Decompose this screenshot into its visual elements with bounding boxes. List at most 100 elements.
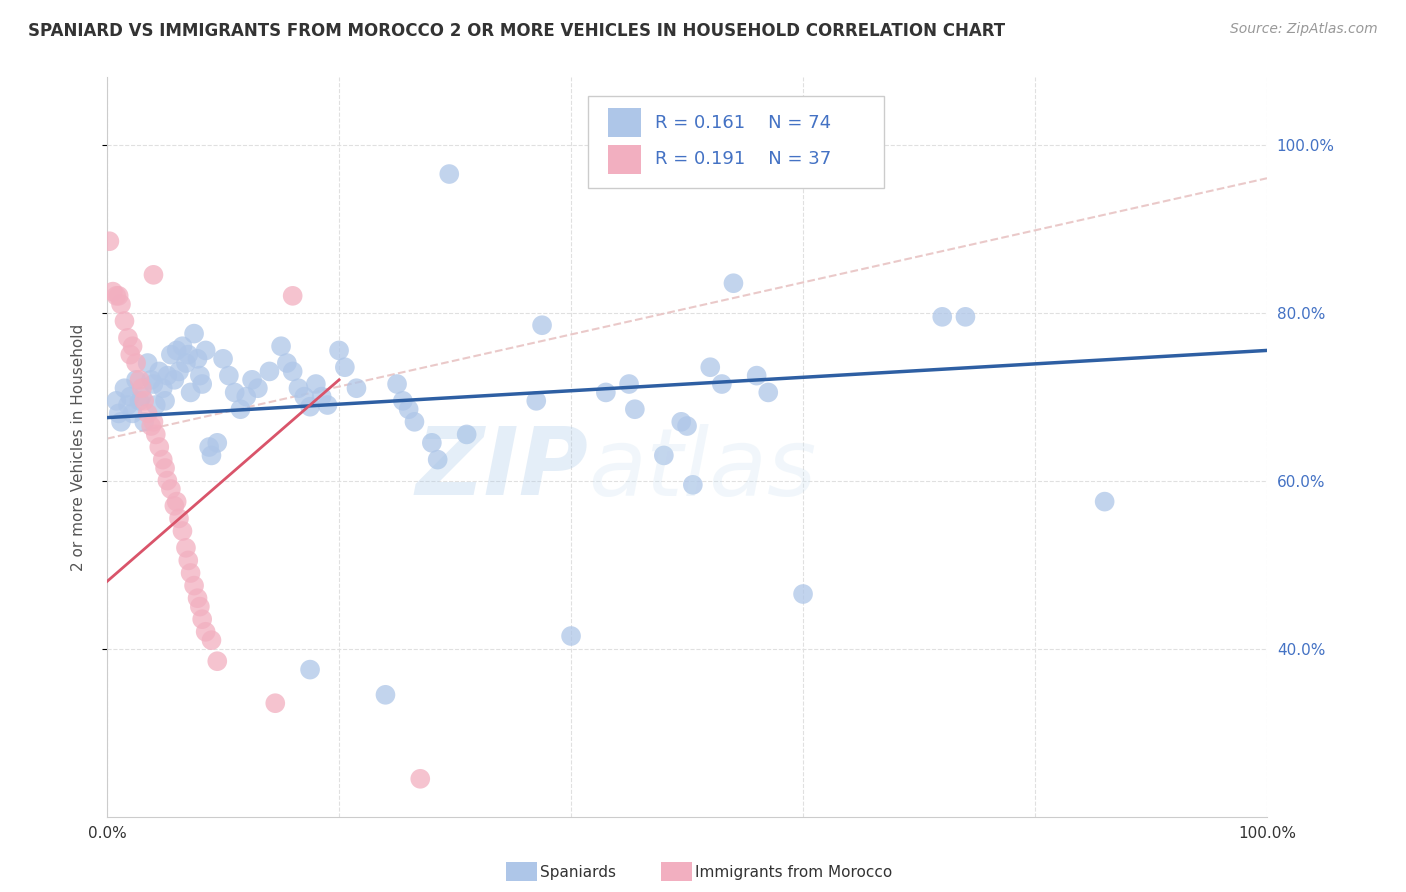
Point <box>180 566 202 580</box>
Point <box>101 285 124 299</box>
Point <box>148 440 170 454</box>
Point <box>200 449 222 463</box>
Point <box>120 390 142 404</box>
Point <box>114 314 136 328</box>
Point <box>374 688 396 702</box>
Point <box>136 356 159 370</box>
Point <box>134 415 156 429</box>
Point <box>560 629 582 643</box>
Point <box>117 331 139 345</box>
Point <box>145 427 167 442</box>
Point <box>142 415 165 429</box>
Point <box>110 297 132 311</box>
Point <box>595 385 617 400</box>
Point <box>259 364 281 378</box>
Point <box>174 541 197 555</box>
Point <box>292 390 315 404</box>
Point <box>420 435 443 450</box>
Point <box>121 406 143 420</box>
Point <box>187 591 209 606</box>
Point <box>156 474 179 488</box>
Text: Immigrants from Morocco: Immigrants from Morocco <box>695 865 891 880</box>
Point <box>207 654 229 668</box>
Point <box>191 377 214 392</box>
Point <box>931 310 953 324</box>
Point <box>121 339 143 353</box>
Point <box>218 368 240 383</box>
Point <box>145 398 167 412</box>
Point <box>710 377 733 392</box>
Point <box>166 494 188 508</box>
Point <box>131 390 153 404</box>
Point <box>142 377 165 392</box>
Point <box>333 360 356 375</box>
Point <box>117 398 139 412</box>
Bar <box>609 145 641 174</box>
Point <box>194 624 217 639</box>
Text: Spaniards: Spaniards <box>540 865 616 880</box>
Point <box>235 390 257 404</box>
Point <box>167 364 190 378</box>
Point <box>328 343 350 358</box>
Point <box>207 435 229 450</box>
Point <box>316 398 339 412</box>
Point <box>212 351 235 366</box>
Point <box>346 381 368 395</box>
Point <box>682 478 704 492</box>
Point <box>152 452 174 467</box>
FancyBboxPatch shape <box>589 96 884 188</box>
Point <box>229 402 252 417</box>
Point <box>177 553 200 567</box>
Point <box>152 381 174 395</box>
Point <box>153 461 176 475</box>
Bar <box>609 109 641 136</box>
Point <box>163 373 186 387</box>
Point <box>676 419 699 434</box>
Point <box>153 393 176 408</box>
Point <box>281 289 304 303</box>
Text: Source: ZipAtlas.com: Source: ZipAtlas.com <box>1230 22 1378 37</box>
Point <box>224 385 246 400</box>
Point <box>142 268 165 282</box>
Point <box>699 360 721 375</box>
Point <box>240 373 263 387</box>
Point <box>163 499 186 513</box>
Point <box>299 663 322 677</box>
Point <box>128 393 150 408</box>
Point <box>107 289 129 303</box>
Point <box>246 381 269 395</box>
Point <box>156 368 179 383</box>
Point <box>141 419 163 434</box>
Point <box>404 415 426 429</box>
Point <box>125 373 148 387</box>
Point <box>188 599 211 614</box>
Point <box>955 310 977 324</box>
Point <box>166 343 188 358</box>
Point <box>141 373 163 387</box>
Text: R = 0.191    N = 37: R = 0.191 N = 37 <box>655 151 831 169</box>
Point <box>281 364 304 378</box>
Point <box>624 402 647 417</box>
Point <box>105 393 128 408</box>
Point <box>125 356 148 370</box>
Point <box>136 406 159 420</box>
Point <box>617 377 640 392</box>
Point <box>160 348 183 362</box>
Point <box>745 368 768 383</box>
Point <box>723 277 745 291</box>
Point <box>652 449 675 463</box>
Point <box>188 368 211 383</box>
Point <box>756 385 779 400</box>
Point <box>191 612 214 626</box>
Point <box>270 339 292 353</box>
Point <box>131 381 153 395</box>
Text: atlas: atlas <box>589 424 817 515</box>
Point <box>183 326 205 341</box>
Point <box>177 348 200 362</box>
Point <box>128 373 150 387</box>
Point <box>392 393 415 408</box>
Point <box>287 381 309 395</box>
Point <box>148 364 170 378</box>
Point <box>792 587 814 601</box>
Point <box>107 406 129 420</box>
